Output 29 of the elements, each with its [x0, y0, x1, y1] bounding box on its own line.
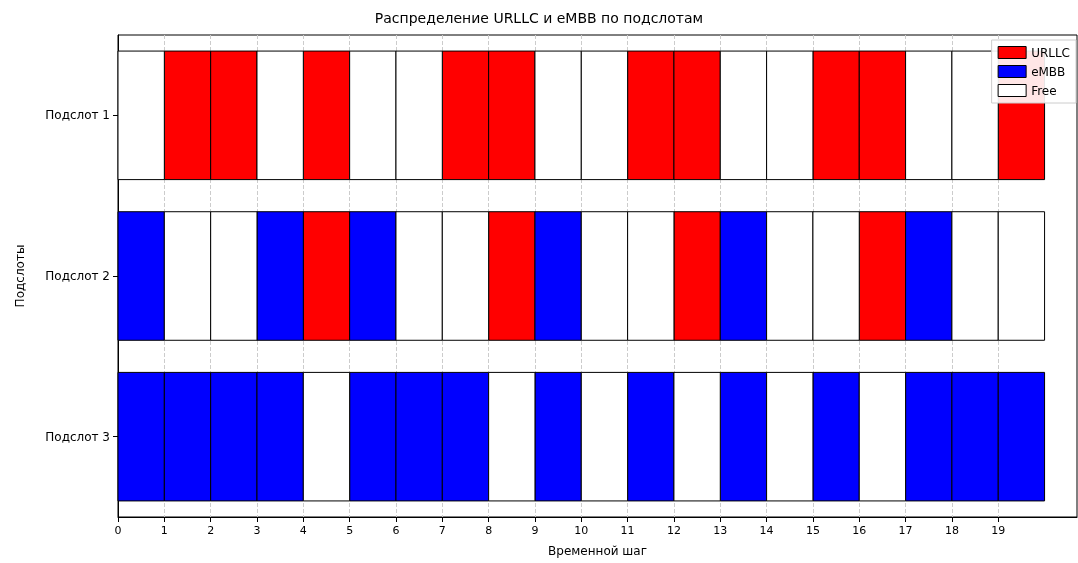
x-tick-label: 6: [392, 524, 400, 537]
legend-label: eMBB: [1031, 64, 1066, 79]
x-tick-label: 2: [207, 524, 215, 537]
x-tick-label: 14: [759, 524, 774, 537]
x-tick-label: 18: [944, 524, 959, 537]
x-tick-label: 8: [485, 524, 493, 537]
x-tick-label: 4: [299, 524, 307, 537]
x-tick-label: 1: [160, 524, 168, 537]
x-tick-label: 17: [898, 524, 913, 537]
legend-label: URLLC: [1031, 45, 1070, 60]
y-tick-label: Подслот 3: [45, 429, 110, 444]
x-tick-label: 10: [574, 524, 589, 537]
y-axis-title: Подслоты: [13, 244, 27, 308]
x-axis-title: Временной шаг: [548, 544, 647, 558]
x-tick-label: 11: [620, 524, 635, 537]
x-tick-label: 16: [852, 524, 867, 537]
x-tick-label: 15: [805, 524, 820, 537]
y-tick-label: Подслот 1: [45, 108, 110, 123]
x-tick-label: 3: [253, 524, 261, 537]
x-tick-label: 5: [346, 524, 354, 537]
x-tick-label: 0: [114, 524, 122, 537]
x-tick-label: 9: [531, 524, 539, 537]
x-tick-label: 19: [991, 524, 1006, 537]
legend-label: Free: [1031, 83, 1057, 98]
x-tick-label: 7: [438, 524, 446, 537]
chart-title: Распределение URLLC и eMBB по подслотам: [374, 10, 704, 26]
x-tick-label: 13: [713, 524, 728, 537]
x-tick-label: 12: [666, 524, 681, 537]
y-tick-label: Подслот 2: [45, 269, 110, 283]
